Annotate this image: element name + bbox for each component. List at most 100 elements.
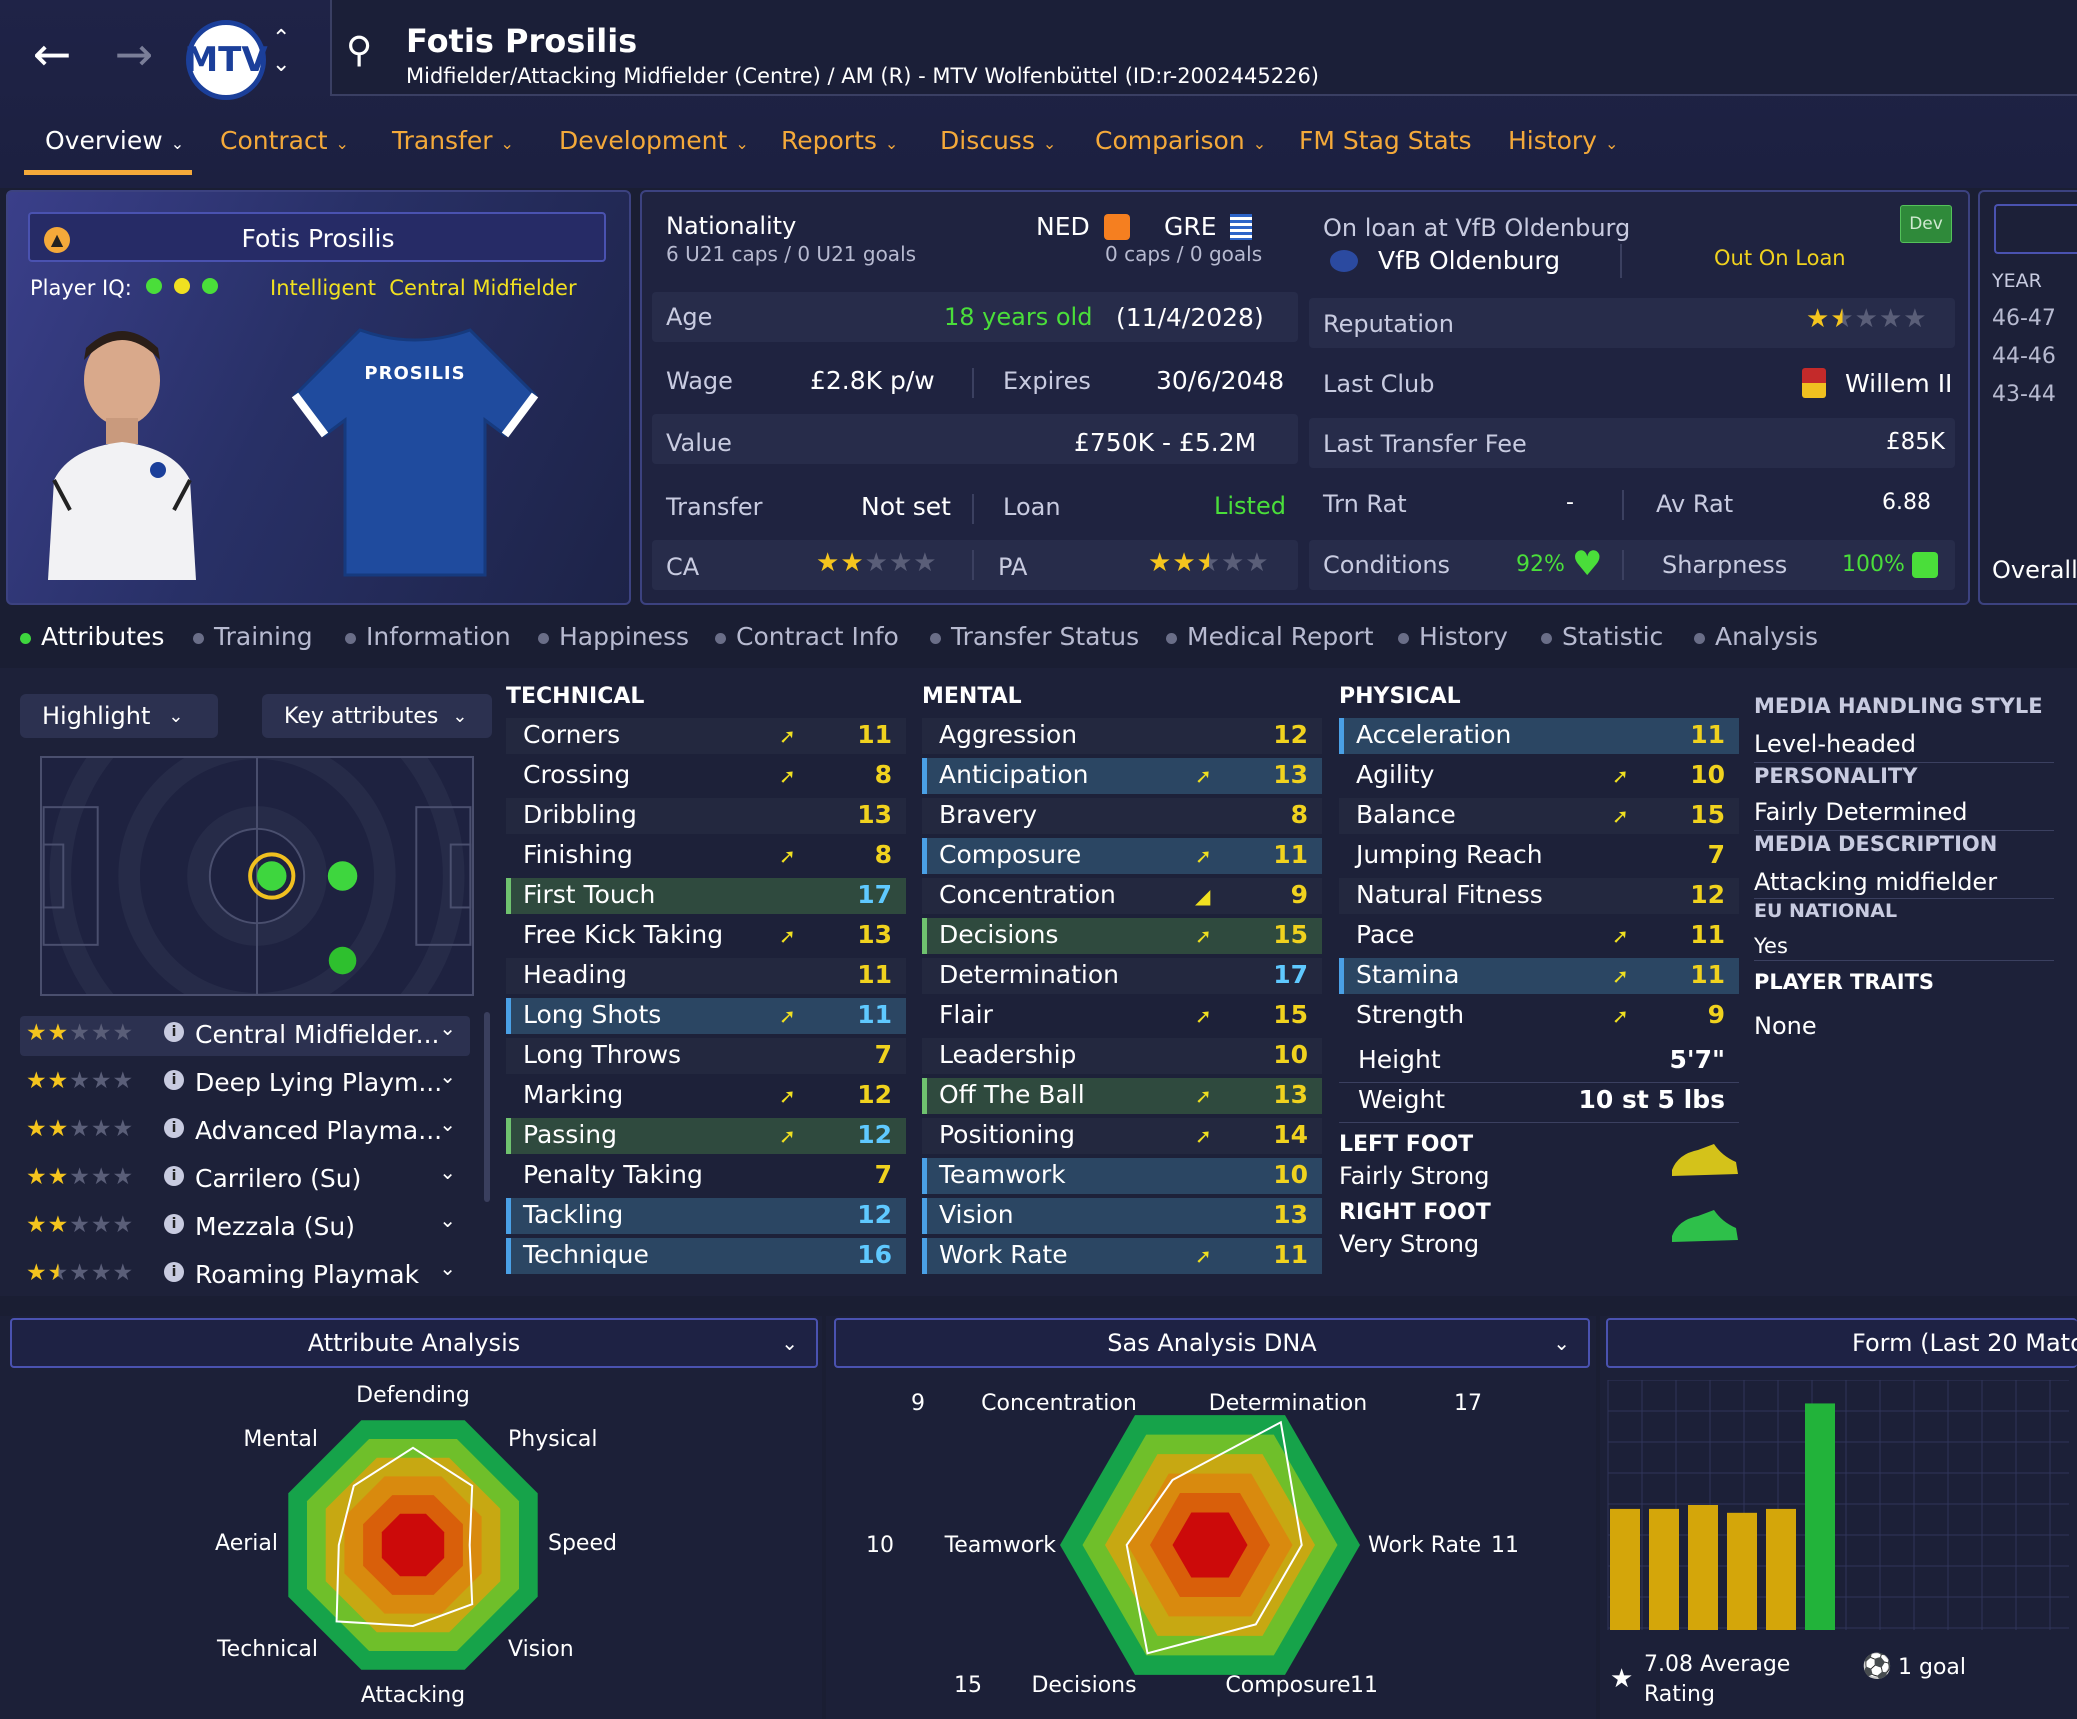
attribute-row[interactable]: Bravery 8	[922, 798, 1322, 834]
chevron-down-icon[interactable]: ⌄	[439, 1208, 456, 1232]
reputation-row	[1309, 298, 1955, 348]
attribute-analysis-dropdown[interactable]: Attribute Analysis ⌄	[10, 1318, 818, 1368]
chevron-down-icon[interactable]: ⌄	[439, 1160, 456, 1184]
attribute-row[interactable]: Crossing ➚ 8	[506, 758, 906, 794]
subtab-statistic[interactable]: Statistic	[1541, 622, 1663, 651]
subtab-history[interactable]: History	[1398, 622, 1508, 651]
attribute-row[interactable]: Free Kick Taking ➚ 13	[506, 918, 906, 954]
role-row[interactable]: ★★★★★ i Roaming Playmak ⌄	[20, 1256, 470, 1296]
tab-history[interactable]: History ⌄	[1508, 126, 1619, 155]
player-name-bar[interactable]	[28, 212, 606, 262]
height-row: Height 5'7"	[1358, 1045, 1725, 1074]
attribute-row[interactable]: Passing ➚ 12	[506, 1118, 906, 1154]
info-icon[interactable]: i	[164, 1118, 184, 1138]
technical-header: TECHNICAL	[506, 684, 645, 709]
last-club-value[interactable]: Willem II	[1845, 369, 1953, 398]
attribute-row[interactable]: Finishing ➚ 8	[506, 838, 906, 874]
tab-discuss[interactable]: Discuss ⌄	[940, 126, 1057, 155]
subtab-contract-info[interactable]: Contract Info	[715, 622, 899, 651]
attribute-row[interactable]: Composure ➚ 11	[922, 838, 1322, 874]
attribute-row[interactable]: Strength ➚ 9	[1339, 998, 1739, 1034]
tab-overview[interactable]: Overview ⌄	[45, 126, 185, 155]
attribute-row[interactable]: Pace ➚ 11	[1339, 918, 1739, 954]
attribute-row[interactable]: Teamwork 10	[922, 1158, 1322, 1194]
role-row[interactable]: ★★★★★ i Carrilero (Su) ⌄	[20, 1160, 470, 1200]
attribute-row[interactable]: Positioning ➚ 14	[922, 1118, 1322, 1154]
tab-comparison[interactable]: Comparison ⌄	[1095, 126, 1267, 155]
attribute-row[interactable]: Jumping Reach 7	[1339, 838, 1739, 874]
last-club-label: Last Club	[1323, 370, 1435, 398]
attribute-row[interactable]: Technique 16	[506, 1238, 906, 1274]
forward-arrow-icon[interactable]: →	[114, 27, 154, 81]
role-row[interactable]: ★★★★★ i Advanced Playma... ⌄	[20, 1112, 470, 1152]
chevron-down-icon[interactable]: ⌄	[439, 1112, 456, 1136]
role-row[interactable]: ★★★★★ i Deep Lying Playm... ⌄	[20, 1064, 470, 1104]
attribute-row[interactable]: Flair ➚ 15	[922, 998, 1322, 1034]
attribute-row[interactable]: Balance ➚ 15	[1339, 798, 1739, 834]
subtab-analysis[interactable]: Analysis	[1694, 622, 1818, 651]
info-icon[interactable]: i	[164, 1262, 184, 1282]
attribute-row[interactable]: Vision 13	[922, 1198, 1322, 1234]
chevron-down-icon[interactable]: ⌄	[439, 1016, 456, 1040]
roles-scrollbar[interactable]	[484, 1012, 490, 1202]
subtab-medical-report[interactable]: Medical Report	[1166, 622, 1374, 651]
info-icon[interactable]: i	[164, 1022, 184, 1042]
av-rat-value: 6.88	[1882, 490, 1931, 515]
info-icon[interactable]: i	[164, 1070, 184, 1090]
attribute-row[interactable]: Long Shots ➚ 11	[506, 998, 906, 1034]
search-icon[interactable]: ⚲	[346, 30, 373, 71]
chevron-down-icon[interactable]: ⌄	[439, 1064, 456, 1088]
subtab-transfer-status[interactable]: Transfer Status	[930, 622, 1139, 651]
attribute-row[interactable]: Work Rate ➚ 11	[922, 1238, 1322, 1274]
attribute-value: 9	[1290, 880, 1308, 909]
nationality-gre[interactable]: GRE	[1164, 212, 1217, 241]
attribute-row[interactable]: Heading 11	[506, 958, 906, 994]
info-icon[interactable]: i	[164, 1166, 184, 1186]
back-arrow-icon[interactable]: ←	[32, 27, 72, 81]
role-row[interactable]: ★★★★★ i Mezzala (Su) ⌄	[20, 1208, 470, 1248]
subtab-happiness[interactable]: Happiness	[538, 622, 689, 651]
attribute-row[interactable]: Natural Fitness 12	[1339, 878, 1739, 914]
subtab-information[interactable]: Information	[345, 622, 511, 651]
attribute-row[interactable]: Long Throws 7	[506, 1038, 906, 1074]
attribute-row[interactable]: Anticipation ➚ 13	[922, 758, 1322, 794]
tab-development[interactable]: Development ⌄	[559, 126, 749, 155]
attribute-row[interactable]: Aggression 12	[922, 718, 1322, 754]
attribute-row[interactable]: Acceleration 11	[1339, 718, 1739, 754]
tab-fm-stag-stats[interactable]: FM Stag Stats	[1299, 126, 1472, 155]
tab-contract[interactable]: Contract ⌄	[220, 126, 349, 155]
chevron-down-icon[interactable]: ⌄	[439, 1256, 456, 1280]
loan-club[interactable]: VfB Oldenburg	[1378, 246, 1561, 275]
role-row[interactable]: ★★★★★ i Central Midfielder... ⌄	[20, 1016, 470, 1056]
info-icon[interactable]: i	[164, 1214, 184, 1234]
attribute-name: Pace	[1356, 920, 1415, 949]
attribute-row[interactable]: Corners ➚ 11	[506, 718, 906, 754]
nationality-ned[interactable]: NED	[1036, 212, 1090, 241]
attribute-row[interactable]: Penalty Taking 7	[506, 1158, 906, 1194]
attribute-row[interactable]: Dribbling 13	[506, 798, 906, 834]
attribute-row[interactable]: Decisions ➚ 15	[922, 918, 1322, 954]
tab-reports[interactable]: Reports ⌄	[781, 126, 899, 155]
attribute-row[interactable]: Stamina ➚ 11	[1339, 958, 1739, 994]
subtab-attributes[interactable]: Attributes	[20, 622, 164, 651]
club-crest[interactable]: MTV	[184, 20, 268, 100]
tab-transfer[interactable]: Transfer ⌄	[392, 126, 514, 155]
subtab-training[interactable]: Training	[193, 622, 313, 651]
history-side-dropdown[interactable]	[1994, 204, 2077, 254]
form-dropdown[interactable]: Form (Last 20 Matc	[1606, 1318, 2077, 1368]
club-switch-chevrons-icon[interactable]: ⌃ ⌄	[272, 26, 291, 77]
sas-dna-dropdown[interactable]: Sas Analysis DNA ⌄	[834, 1318, 1590, 1368]
attribute-row[interactable]: Concentration ◢ 9	[922, 878, 1322, 914]
key-attributes-dropdown[interactable]: Key attributes ⌄	[262, 694, 492, 738]
highlight-dropdown[interactable]: Highlight ⌄	[20, 694, 218, 738]
attribute-row[interactable]: Off The Ball ➚ 13	[922, 1078, 1322, 1114]
attribute-row[interactable]: First Touch 17	[506, 878, 906, 914]
attribute-row[interactable]: Agility ➚ 10	[1339, 758, 1739, 794]
trend-up-icon: ➚	[1612, 964, 1629, 988]
dev-badge[interactable]: Dev	[1900, 205, 1952, 243]
attribute-row[interactable]: Leadership 10	[922, 1038, 1322, 1074]
attribute-row[interactable]: Marking ➚ 12	[506, 1078, 906, 1114]
player-search-box[interactable]	[330, 0, 2077, 96]
attribute-row[interactable]: Tackling 12	[506, 1198, 906, 1234]
attribute-row[interactable]: Determination 17	[922, 958, 1322, 994]
